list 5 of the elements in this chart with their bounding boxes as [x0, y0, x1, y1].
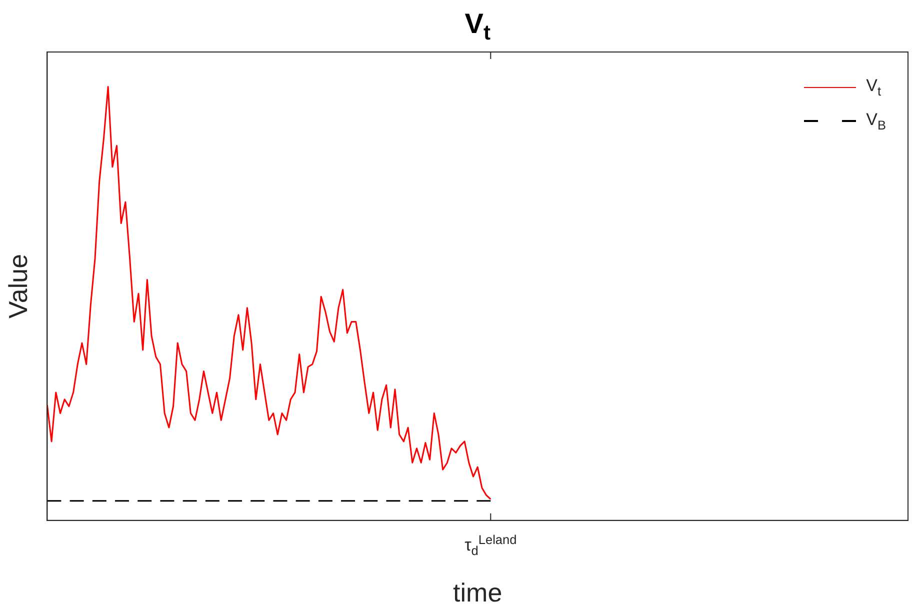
- x-axis-title: time: [453, 578, 502, 608]
- legend-label: V$_{B}$: [866, 110, 886, 132]
- chart-title: V$_{t}$: [464, 8, 490, 46]
- legend-label: V$_{t}$: [866, 76, 882, 98]
- y-axis-title: Value: [2, 254, 33, 318]
